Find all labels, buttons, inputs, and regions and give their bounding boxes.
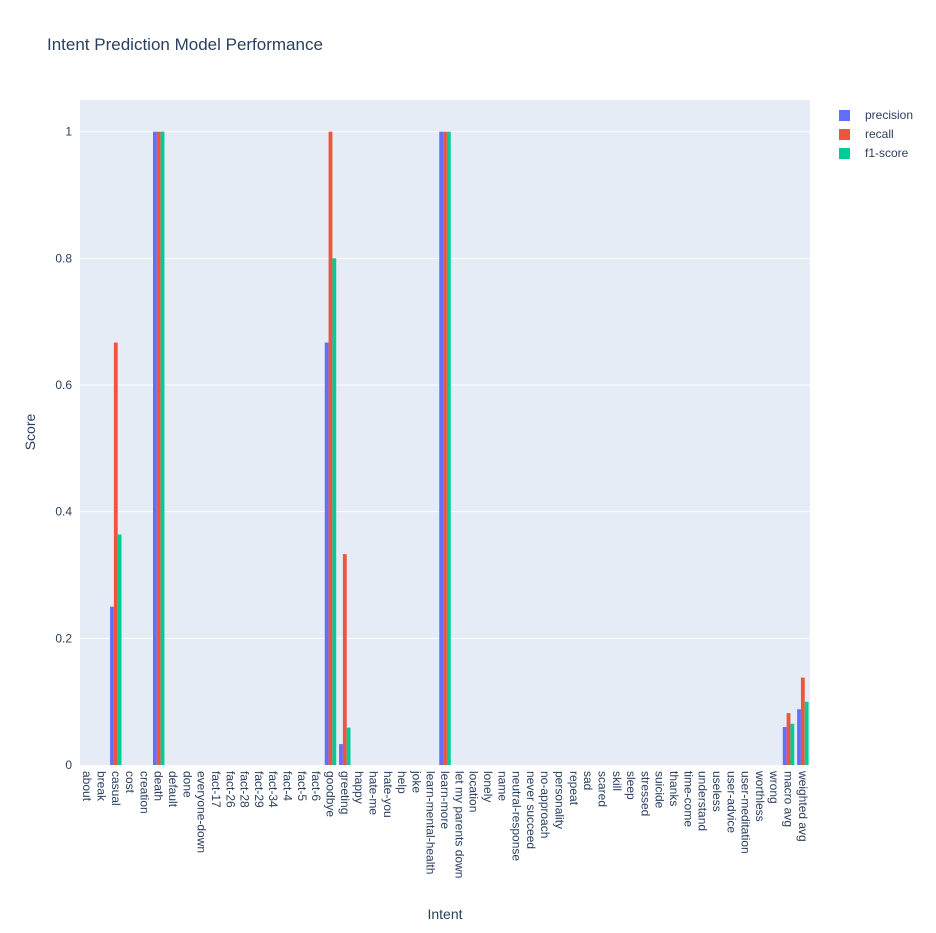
bar-recall-casual[interactable] — [113, 342, 118, 765]
x-tick-label: personality — [553, 771, 567, 829]
x-tick-label: repeat — [567, 771, 581, 806]
bar-f1-score-greeting[interactable] — [346, 727, 351, 765]
bar-recall-goodbye[interactable] — [328, 131, 333, 766]
x-tick-label: stressed — [638, 771, 652, 816]
x-tick-label: fact-34 — [266, 771, 280, 808]
bar-f1-score-casual[interactable] — [117, 534, 122, 765]
bar-precision-learn-more[interactable] — [439, 131, 444, 766]
x-tick-label: lonely — [481, 771, 495, 802]
x-tick-label: thanks — [667, 771, 681, 806]
x-tick-label: creation — [137, 771, 151, 814]
bar-precision-death[interactable] — [153, 131, 157, 766]
bar-f1-score-goodbye[interactable] — [332, 258, 337, 765]
y-tick-label: 0 — [65, 758, 72, 772]
x-tick-label: casual — [109, 771, 123, 806]
x-tick-label: fact-17 — [209, 771, 223, 808]
x-tick-label: location — [467, 771, 481, 812]
x-tick-label: joke — [409, 770, 423, 793]
x-tick-label: fact-5 — [295, 771, 309, 801]
legend[interactable]: precision recall f1-score — [839, 108, 913, 160]
y-tick-label: 0.2 — [55, 631, 72, 645]
x-tick-label: happy — [352, 771, 366, 804]
bar-recall-greeting[interactable] — [342, 554, 347, 765]
bar-recall-weighted-avg[interactable] — [800, 677, 805, 765]
x-tick-label: fact-26 — [223, 771, 237, 808]
x-tick-label: time-come — [681, 771, 695, 827]
x-tick-label: learn-more — [438, 771, 452, 829]
x-tick-label: name — [495, 771, 509, 801]
x-tick-label: user-advice — [724, 771, 738, 833]
legend-swatch-recall[interactable] — [839, 129, 850, 140]
x-tick-label: learn-mental-health — [424, 771, 438, 874]
bar-f1-score-learn-more[interactable] — [446, 131, 451, 766]
x-tick-label: fact-4 — [281, 771, 295, 801]
x-tick-label: fact-6 — [309, 771, 323, 801]
x-tick-label: goodbye — [323, 771, 337, 817]
bar-precision-macro-avg[interactable] — [782, 727, 787, 765]
x-tick-label: sleep — [624, 771, 638, 800]
x-tick-label: sad — [581, 771, 595, 790]
bar-precision-weighted-avg[interactable] — [797, 709, 801, 765]
bar-recall-macro-avg[interactable] — [786, 713, 791, 765]
legend-swatch-precision[interactable] — [839, 110, 850, 121]
x-tick-label: macro avg — [782, 771, 796, 827]
x-tick-label: done — [180, 771, 194, 798]
x-axis-ticks: about break casual cost creation death default… — [80, 770, 810, 878]
y-tick-label: 0.8 — [55, 251, 72, 265]
y-tick-label: 1 — [65, 125, 72, 139]
x-tick-label: skill — [610, 771, 624, 791]
x-tick-label: never succeed — [524, 771, 538, 849]
x-tick-label: greeting — [338, 771, 352, 814]
y-tick-label: 0.4 — [55, 505, 72, 519]
bars-group — [110, 131, 809, 766]
legend-label-precision[interactable]: precision — [865, 108, 913, 122]
x-tick-label: neutral-response — [510, 771, 524, 861]
x-tick-label: hate-me — [366, 771, 380, 815]
legend-label-recall[interactable]: recall — [865, 127, 894, 141]
x-tick-label: user-meditation — [739, 771, 753, 854]
chart-title: Intent Prediction Model Performance — [47, 35, 323, 54]
x-tick-label: suicide — [653, 771, 667, 809]
x-tick-label: wrong — [767, 770, 781, 804]
x-tick-label: understand — [696, 771, 710, 831]
x-axis-title: Intent — [427, 906, 462, 922]
y-axis-ticks: 0 0.2 0.4 0.6 0.8 1 — [55, 125, 72, 772]
bar-precision-casual[interactable] — [110, 606, 114, 765]
x-tick-label: default — [166, 771, 180, 808]
x-tick-label: no-approach — [538, 771, 552, 838]
x-tick-label: let my parents down — [452, 771, 466, 878]
bar-f1-score-macro-avg[interactable] — [790, 723, 795, 765]
x-tick-label: fact-29 — [252, 771, 266, 808]
x-tick-label: about — [80, 771, 94, 802]
y-axis-title: Score — [22, 414, 38, 451]
x-tick-label: cost — [123, 771, 137, 794]
x-tick-label: useless — [710, 771, 724, 812]
x-tick-label: hate-you — [381, 771, 395, 818]
legend-swatch-f1-score[interactable] — [839, 148, 850, 159]
y-tick-label: 0.6 — [55, 378, 72, 392]
x-tick-label: fact-28 — [238, 771, 252, 808]
bar-f1-score-death[interactable] — [160, 131, 165, 766]
x-tick-label: scared — [595, 771, 609, 807]
bar-recall-learn-more[interactable] — [443, 131, 447, 766]
legend-label-f1-score[interactable]: f1-score — [865, 146, 909, 160]
x-tick-label: break — [94, 771, 108, 802]
bar-f1-score-weighted-avg[interactable] — [804, 701, 809, 765]
bar-precision-greeting[interactable] — [339, 744, 343, 765]
x-tick-label: weighted avg — [796, 770, 810, 842]
bar-recall-death[interactable] — [156, 131, 161, 766]
x-tick-label: death — [152, 771, 166, 801]
x-tick-label: help — [395, 771, 409, 794]
bar-precision-goodbye[interactable] — [324, 342, 329, 765]
x-tick-label: everyone-down — [195, 771, 209, 853]
x-tick-label: worthless — [753, 770, 767, 822]
